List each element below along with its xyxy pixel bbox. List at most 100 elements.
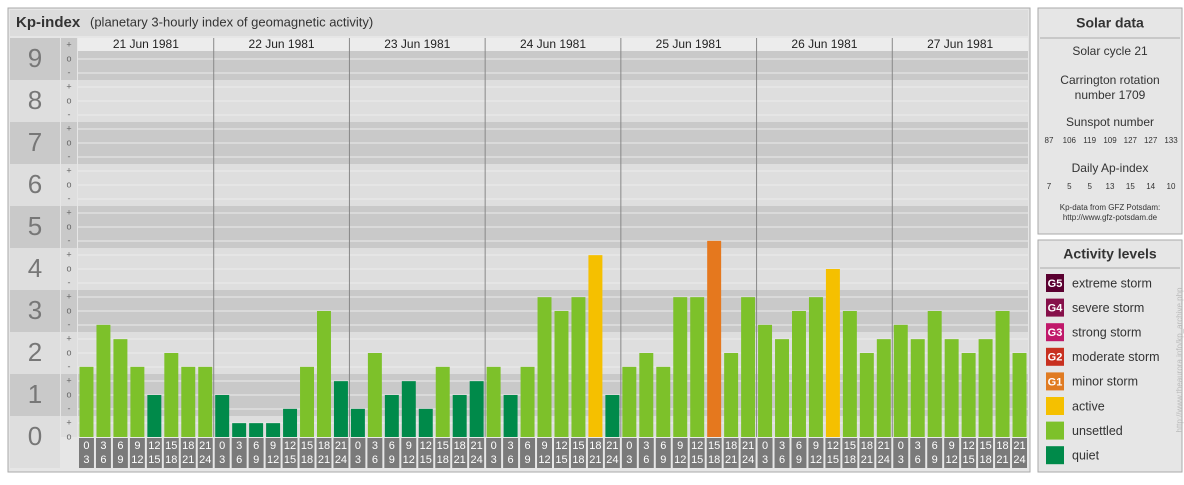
legend-swatch bbox=[1046, 347, 1064, 366]
sunspot-value: 119 bbox=[1083, 136, 1096, 145]
title-bar bbox=[10, 10, 1028, 36]
hour-start: 0 bbox=[898, 440, 904, 452]
hour-end: 6 bbox=[508, 454, 514, 466]
y-band bbox=[10, 374, 60, 416]
y-band bbox=[10, 290, 60, 332]
hour-end: 3 bbox=[626, 454, 632, 466]
legend-label: active bbox=[1072, 399, 1105, 413]
hour-start: 0 bbox=[491, 440, 497, 452]
hour-end: 15 bbox=[691, 454, 703, 466]
hour-box bbox=[146, 438, 162, 468]
source: Kp-data from GFZ Potsdam: bbox=[1060, 203, 1160, 212]
day-header bbox=[620, 38, 757, 51]
legend-swatch bbox=[1046, 446, 1064, 465]
legend-title: Activity levels bbox=[1063, 246, 1157, 262]
hour-start: 9 bbox=[270, 440, 276, 452]
ap-value: 13 bbox=[1106, 182, 1115, 191]
hour-start: 3 bbox=[643, 440, 649, 452]
hour-box bbox=[197, 438, 213, 468]
hour-start: 12 bbox=[691, 440, 703, 452]
hour-box bbox=[384, 438, 400, 468]
y-band bbox=[10, 80, 60, 122]
ap-value: 5 bbox=[1087, 182, 1092, 191]
hour-box bbox=[893, 438, 909, 468]
hour-end: 6 bbox=[779, 454, 785, 466]
sunspot-value: 127 bbox=[1124, 136, 1138, 145]
bar bbox=[758, 324, 773, 437]
hour-end: 21 bbox=[182, 454, 194, 466]
minor-tick-label: - bbox=[68, 277, 71, 287]
hour-end: 24 bbox=[199, 454, 211, 466]
hour-start: 12 bbox=[420, 440, 432, 452]
hour-end: 6 bbox=[100, 454, 106, 466]
legend-label: severe storm bbox=[1072, 301, 1144, 315]
hour-start: 9 bbox=[134, 440, 140, 452]
hour-end: 15 bbox=[148, 454, 160, 466]
minor-band bbox=[61, 80, 77, 122]
bar bbox=[571, 297, 586, 437]
hour-end: 21 bbox=[996, 454, 1008, 466]
hour-box bbox=[791, 438, 807, 468]
minor-tick-label: + bbox=[66, 291, 71, 301]
solar-cycle: Solar cycle 21 bbox=[1072, 44, 1148, 58]
bar bbox=[300, 366, 314, 437]
hour-box bbox=[842, 438, 858, 468]
minor-tick-label: o bbox=[66, 221, 71, 231]
bar bbox=[893, 324, 908, 437]
bar bbox=[181, 366, 196, 437]
hour-start: 0 bbox=[626, 440, 632, 452]
source-url: http://www.gfz-potsdam.de bbox=[1063, 213, 1158, 222]
minor-tick-label: o bbox=[66, 347, 71, 357]
hour-start: 3 bbox=[100, 440, 106, 452]
hour-box bbox=[995, 438, 1011, 468]
hour-end: 9 bbox=[117, 454, 123, 466]
hour-start: 9 bbox=[813, 440, 819, 452]
hour-box bbox=[248, 438, 264, 468]
hour-end: 3 bbox=[355, 454, 361, 466]
hour-box bbox=[95, 438, 111, 468]
hour-end: 9 bbox=[524, 454, 530, 466]
minor-tick-label: + bbox=[66, 249, 71, 259]
sunspot-value: 133 bbox=[1164, 136, 1178, 145]
legend-badge: G3 bbox=[1048, 327, 1063, 339]
hour-box bbox=[723, 438, 739, 468]
hour-start: 18 bbox=[182, 440, 194, 452]
minor-tick-label: o bbox=[66, 389, 71, 399]
legend-swatch bbox=[1046, 274, 1064, 292]
hour-end: 21 bbox=[318, 454, 330, 466]
bar bbox=[130, 366, 145, 437]
hour-start: 12 bbox=[827, 440, 839, 452]
hour-box bbox=[452, 438, 468, 468]
hour-end: 15 bbox=[963, 454, 975, 466]
hour-box bbox=[282, 438, 298, 468]
hour-end: 12 bbox=[810, 454, 822, 466]
hour-start: 21 bbox=[471, 440, 483, 452]
hour-start: 3 bbox=[915, 440, 921, 452]
hour-start: 12 bbox=[963, 440, 975, 452]
hour-box bbox=[587, 438, 603, 468]
bar bbox=[232, 423, 247, 437]
bar bbox=[724, 353, 739, 437]
day-label: 25 Jun 1981 bbox=[656, 37, 722, 51]
bar bbox=[164, 353, 179, 437]
hour-end: 18 bbox=[708, 454, 720, 466]
hour-box bbox=[180, 438, 196, 468]
legend-label: moderate storm bbox=[1072, 350, 1160, 364]
bar bbox=[656, 366, 671, 437]
hour-start: 6 bbox=[117, 440, 123, 452]
side-url: http://www.theaurora.info/kp_archive.php bbox=[1175, 287, 1184, 433]
hour-box bbox=[554, 438, 569, 468]
bar bbox=[249, 423, 264, 437]
hour-end: 15 bbox=[827, 454, 839, 466]
bar bbox=[79, 366, 94, 437]
hour-box bbox=[740, 438, 756, 468]
bar bbox=[469, 381, 484, 437]
hour-box bbox=[265, 438, 281, 468]
bar bbox=[198, 366, 213, 437]
bar bbox=[842, 311, 857, 437]
sunspot-value: 127 bbox=[1144, 136, 1158, 145]
hour-end: 9 bbox=[253, 454, 259, 466]
hour-box bbox=[401, 438, 417, 468]
hour-start: 3 bbox=[236, 440, 242, 452]
